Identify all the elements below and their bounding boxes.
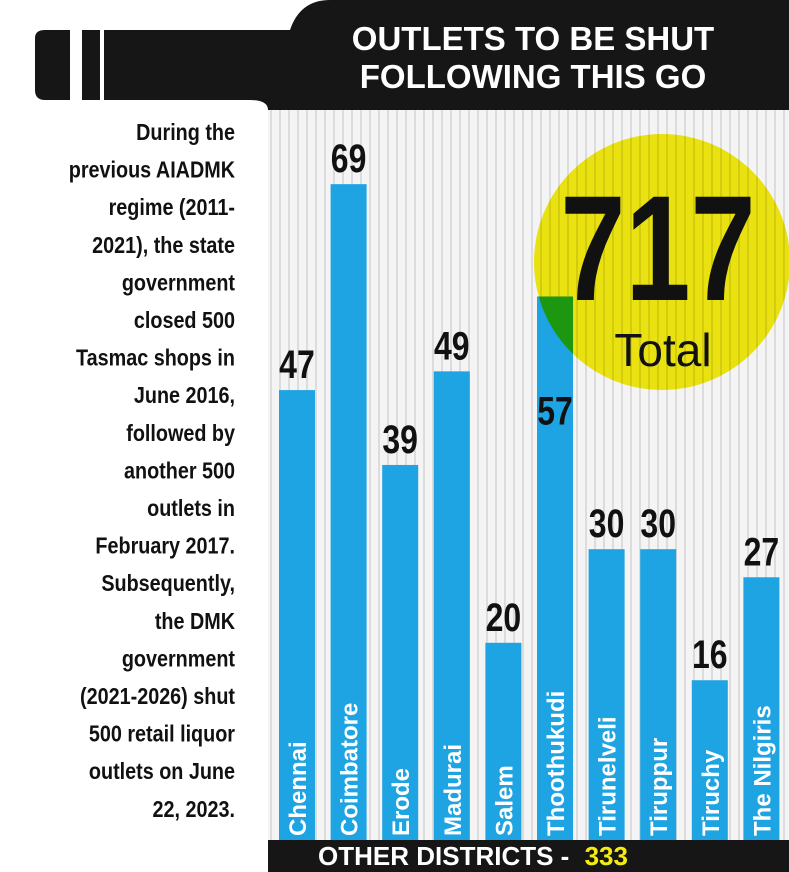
- chart-title: FOLLOWING THIS GO: [360, 58, 706, 95]
- category-label: Tirunelveli: [595, 716, 622, 836]
- note-line: outlets in: [147, 496, 235, 522]
- note-line: Subsequently,: [101, 571, 235, 597]
- category-label: Chennai: [285, 741, 312, 836]
- bar: [433, 371, 470, 848]
- note-line: outlets on June: [89, 759, 235, 785]
- category-label: The Nilgiris: [749, 705, 776, 836]
- total-label: Total: [614, 324, 711, 376]
- bar: [382, 464, 419, 848]
- value-label: 20: [486, 594, 522, 639]
- value-label: 16: [692, 632, 728, 677]
- value-label: 47: [279, 342, 315, 387]
- category-label: Salem: [491, 765, 518, 836]
- total-circle: [534, 134, 789, 390]
- category-label: Thoothukudi: [543, 691, 570, 836]
- note-line: 500 retail liquor: [89, 721, 236, 747]
- value-label: 69: [331, 136, 367, 181]
- note-line: 2021), the state: [92, 232, 235, 258]
- bottle-stripe: [100, 30, 104, 100]
- category-label: Tiruppur: [646, 738, 673, 836]
- footer-banner: [268, 840, 789, 872]
- note-line: followed by: [126, 420, 235, 446]
- category-label: Erode: [388, 768, 415, 836]
- note-line: 22, 2023.: [153, 796, 235, 822]
- category-label: Madurai: [440, 744, 467, 836]
- category-label: Tiruchy: [698, 749, 725, 836]
- bar: [588, 549, 625, 848]
- note-line: previous AIADMK: [69, 157, 236, 183]
- note-line: February 2017.: [95, 533, 235, 559]
- bar: [691, 680, 728, 848]
- note-line: regime (2011-: [109, 195, 235, 221]
- bottle-neck: [35, 0, 789, 110]
- value-label: 57: [537, 388, 573, 433]
- chart-title: OUTLETS TO BE SHUT: [352, 20, 714, 57]
- note-line: June 2016,: [134, 383, 235, 409]
- footer-label: OTHER DISTRICTS -: [318, 841, 569, 871]
- bar: [537, 296, 573, 849]
- footer-text: OTHER DISTRICTS - 333: [318, 841, 628, 871]
- bar: [640, 549, 677, 848]
- bar: [485, 642, 522, 848]
- note-line: government: [122, 270, 235, 296]
- note-line: closed 500: [134, 308, 235, 334]
- category-label: Coimbatore: [337, 703, 364, 836]
- value-label: 39: [382, 417, 418, 462]
- footer-value: 333: [585, 841, 628, 871]
- total-value: 717: [560, 164, 755, 332]
- bar: [279, 390, 315, 848]
- note-line: During the: [136, 120, 235, 146]
- note-line: Tasmac shops in: [76, 345, 235, 371]
- bar: [743, 577, 780, 848]
- value-label: 27: [744, 529, 780, 574]
- note-line: the DMK: [155, 608, 236, 634]
- value-label: 30: [640, 501, 676, 546]
- note-line: another 500: [124, 458, 235, 484]
- value-label: 49: [434, 323, 470, 368]
- note-line: government: [122, 646, 235, 672]
- value-label: 30: [589, 501, 625, 546]
- bar: [330, 184, 367, 848]
- bottle-stripe: [70, 30, 82, 100]
- note-line: (2021-2026) shut: [80, 684, 235, 710]
